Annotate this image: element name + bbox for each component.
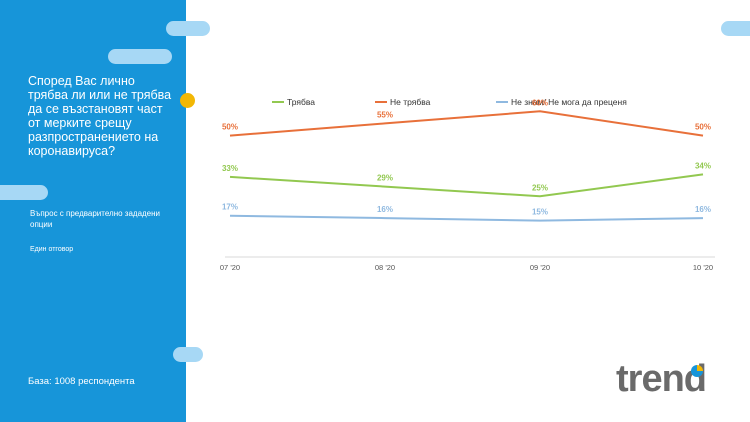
decor-pill-5 [721, 21, 750, 36]
data-label: 29% [377, 174, 393, 183]
data-label: 55% [377, 110, 393, 119]
data-label: 50% [695, 123, 711, 132]
data-label: 15% [532, 208, 548, 217]
series-line [229, 173, 704, 198]
x-tick-labels: 07 '20 08 '20 09 '20 10 '20 [220, 263, 713, 272]
data-label: 17% [222, 203, 238, 212]
x-tick-label: 08 '20 [375, 263, 395, 272]
legend: Трябва Не трябва Не знам/ Не мога да преце… [272, 97, 627, 107]
legend-entry: Трябва [287, 97, 315, 107]
series-lines [229, 110, 704, 222]
series-line [229, 110, 704, 137]
decor-pill-4 [173, 347, 203, 362]
data-label: 33% [222, 164, 238, 173]
data-label: 16% [377, 205, 393, 214]
left-panel [0, 0, 186, 422]
legend-entry: Не знам/ Не мога да преценя [511, 97, 627, 107]
x-tick-label: 10 '20 [693, 263, 713, 272]
answer-type: Един отговор [30, 246, 74, 253]
question-note: Въпрос с предварително зададени опции [30, 209, 161, 229]
data-label: 25% [532, 183, 548, 192]
data-label: 60% [532, 98, 548, 107]
logo-mark-icon [691, 365, 703, 377]
data-label: 50% [222, 123, 238, 132]
trend-logo: trend [616, 356, 707, 402]
x-tick-label: 09 '20 [530, 263, 550, 272]
data-label: 16% [695, 205, 711, 214]
x-tick-label: 07 '20 [220, 263, 240, 272]
data-labels: 33% 29% 25% 34% 50% 55% 60% 50% 17% 16% 15% 16% [222, 98, 711, 216]
decor-pill-3 [0, 185, 48, 200]
logo-text: trend [616, 358, 707, 400]
data-label: 34% [695, 161, 711, 170]
decor-dot-yellow [180, 93, 195, 108]
decor-pill-1 [166, 21, 210, 36]
base-note: База: 1008 респондента [28, 376, 135, 387]
legend-entry: Не трябва [390, 97, 431, 107]
question-text: Според Вас лично трябва ли или не трябва… [28, 74, 172, 158]
series-line [229, 214, 704, 222]
decor-pill-2 [108, 49, 172, 64]
